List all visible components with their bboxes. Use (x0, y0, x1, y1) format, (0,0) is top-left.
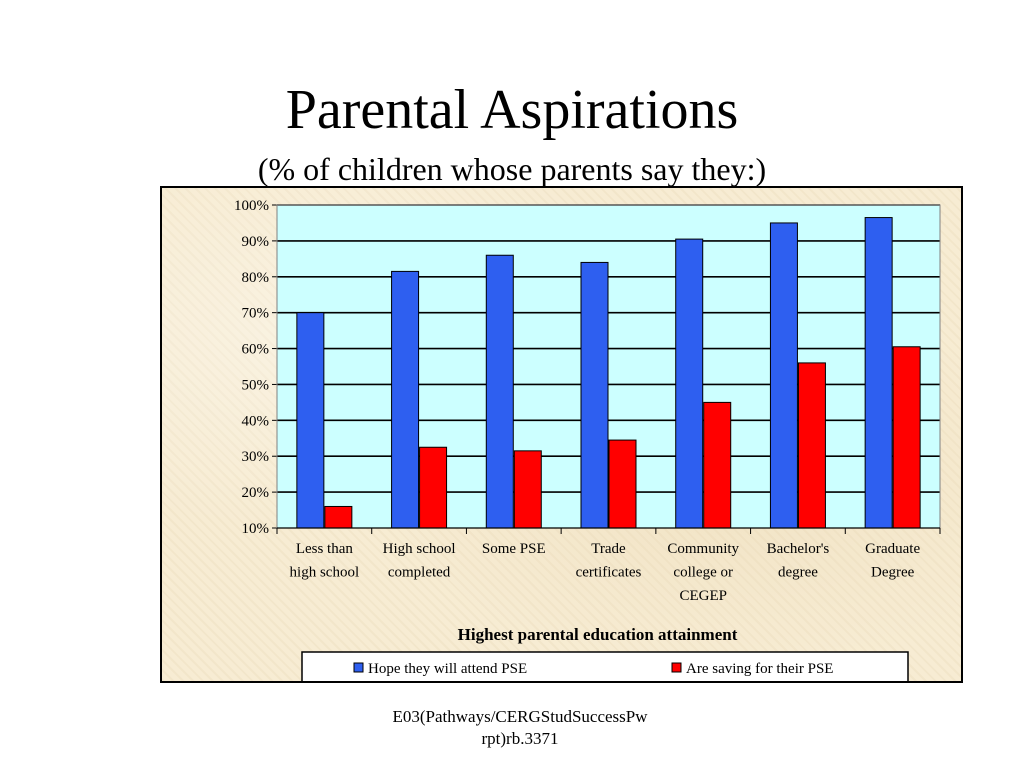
y-tick-label: 60% (242, 342, 270, 358)
bar-saving (703, 401, 732, 529)
bar-saving (419, 446, 448, 529)
bar-saving (324, 505, 353, 529)
footer-line-1: E03(Pathways/CERGStudSuccessPw (392, 707, 648, 726)
footer-line-2: rpt)rb.3371 (481, 729, 559, 748)
legend-box (301, 651, 909, 681)
x-tick-label: Graduate Degree (865, 541, 920, 581)
x-tick-label: Less than high school (290, 541, 360, 581)
x-tick-label: Some PSE (482, 541, 546, 557)
y-tick-label: 20% (242, 485, 270, 501)
bar-saving (513, 450, 542, 529)
y-tick-label: 90% (242, 234, 270, 250)
bar-hope (675, 238, 704, 529)
x-tick-label: Trade certificates (576, 541, 642, 581)
y-tick-label: 80% (242, 270, 270, 286)
x-tick-label: Bachelor's degree (767, 541, 830, 581)
bar-hope (296, 312, 325, 529)
y-tick-label: 40% (242, 413, 270, 429)
y-tick-label: 30% (242, 449, 270, 465)
bar-chart: 10% 20% 30% 40% 50% 60% 70% 80% 90% 100% Less than… (234, 198, 941, 681)
legend-label-hope: Hope they will attend PSE (368, 661, 527, 677)
slide-footer: E03(Pathways/CERGStudSuccessPw rpt)rb.33… (340, 706, 700, 750)
slide-subtitle: (% of children whose parents say they:) (257, 151, 767, 187)
x-axis-title: Highest parental education attainment (458, 625, 738, 644)
y-tick-label: 50% (242, 377, 270, 393)
bar-hope (769, 222, 798, 529)
bar-hope (391, 270, 420, 529)
legend-swatch-hope (353, 662, 364, 673)
legend-label-saving: Are saving for their PSE (686, 661, 833, 677)
y-tick-label: 70% (242, 306, 270, 322)
slide-title: Parental Aspirations (285, 79, 739, 141)
x-tick-label: Community college or CEGEP (667, 541, 739, 604)
chart-panel: 10% 20% 30% 40% 50% 60% 70% 80% 90% 100% Less than… (160, 186, 963, 683)
bar-hope (485, 254, 514, 529)
bar-saving (797, 362, 826, 529)
bar-saving (608, 439, 637, 529)
x-tick-label: High school completed (383, 541, 456, 581)
legend-swatch-saving (671, 662, 682, 673)
y-tick-label: 10% (242, 521, 270, 537)
y-tick-label: 100% (234, 198, 269, 214)
bar-hope (580, 261, 609, 529)
bar-saving (892, 346, 921, 529)
bar-hope (864, 217, 893, 529)
